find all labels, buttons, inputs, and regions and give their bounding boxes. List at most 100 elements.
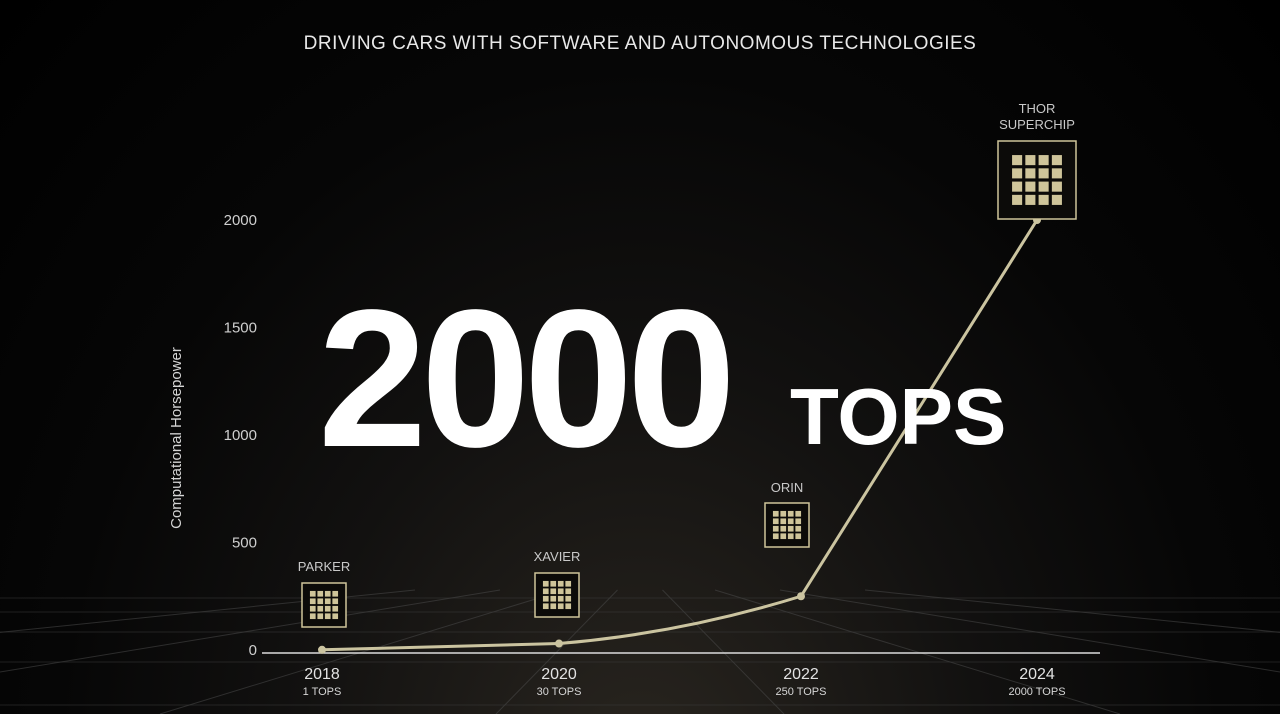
- chip-cell: [565, 603, 572, 610]
- chip-cell: [1051, 168, 1062, 179]
- chip-cell: [557, 580, 564, 587]
- chip-cell: [1025, 168, 1036, 179]
- chip-cell: [324, 590, 331, 597]
- chip-cell: [1012, 168, 1023, 179]
- chip-label: PARKER: [298, 559, 351, 574]
- data-point: [797, 592, 805, 601]
- chip-cell: [309, 590, 316, 597]
- chip-cell: [1038, 155, 1049, 166]
- x-axis: 2018 1 TOPS 2020 30 TOPS 2022 250 TOPS 2024 200…: [303, 666, 1066, 698]
- y-axis: 0 500 1000 1500 2000: [224, 212, 257, 659]
- slide-title: DRIVING CARS WITH SOFTWARE AND AUTONOMOU…: [303, 33, 977, 54]
- y-tick-label: 0: [249, 642, 257, 659]
- chip-label: XAVIER: [534, 549, 581, 564]
- chip-cell: [332, 590, 339, 597]
- chip-cell: [787, 510, 794, 517]
- chip-cell: [542, 595, 549, 602]
- chip-cell: [1051, 155, 1062, 166]
- y-tick-label: 1500: [224, 320, 257, 337]
- chip-cell: [1038, 168, 1049, 179]
- chip-cell: [1012, 155, 1023, 166]
- chip-cell: [317, 590, 324, 597]
- chip-cell: [1012, 181, 1023, 192]
- chip-cell: [550, 595, 557, 602]
- chip-cell: [795, 518, 802, 525]
- chip-cell: [1025, 194, 1036, 205]
- x-tick-label: 2018: [304, 666, 340, 683]
- y-axis-title: Computational Horsepower: [168, 347, 185, 529]
- chip-cell: [332, 605, 339, 612]
- chip-cell: [317, 605, 324, 612]
- chip-group: ORIN: [764, 480, 810, 548]
- chip-cell: [565, 588, 572, 595]
- chip-cell: [324, 613, 331, 620]
- chip-cell: [780, 510, 787, 517]
- x-tick-sublabel: 30 TOPS: [537, 686, 582, 698]
- chip-outline: [764, 502, 810, 548]
- floor-line: [159, 589, 566, 714]
- chip-cell: [787, 525, 794, 532]
- chip-group: PARKER: [298, 559, 351, 628]
- chip-cell: [1025, 181, 1036, 192]
- chip-cell: [780, 518, 787, 525]
- x-tick-label: 2024: [1019, 666, 1055, 683]
- chip-cell: [780, 525, 787, 532]
- chip-cell: [542, 580, 549, 587]
- x-tick-sublabel: 2000 TOPS: [1008, 686, 1065, 698]
- chip-cell: [772, 510, 779, 517]
- floor-line: [714, 589, 1121, 714]
- chip-cell: [1025, 155, 1036, 166]
- data-point: [318, 645, 326, 654]
- chip-cell: [1038, 194, 1049, 205]
- chip-outline: [534, 572, 580, 618]
- floor-line: [495, 589, 618, 714]
- chip-cell: [332, 613, 339, 620]
- chip-cell: [795, 525, 802, 532]
- floor-grid: [0, 589, 1280, 714]
- chip-cell: [1051, 181, 1062, 192]
- chip-icon: [534, 572, 580, 618]
- chip-cell: [324, 598, 331, 605]
- data-point: [555, 639, 563, 648]
- x-tick-label: 2020: [541, 666, 577, 683]
- headline-unit: TOPS: [790, 372, 1006, 461]
- chip-cell: [557, 588, 564, 595]
- floor-line: [0, 589, 501, 673]
- x-tick-sublabel: 1 TOPS: [303, 686, 342, 698]
- floor-line: [864, 589, 1280, 633]
- chip-label: ORIN: [771, 480, 804, 495]
- chip-cell: [787, 533, 794, 540]
- series-line: [321, 219, 1039, 652]
- chip-cell: [324, 605, 331, 612]
- chip-cell: [317, 613, 324, 620]
- chip-cell: [1038, 181, 1049, 192]
- y-tick-label: 500: [232, 535, 257, 552]
- chip-cell: [795, 533, 802, 540]
- chip-icon: [997, 140, 1077, 220]
- chip-cell: [332, 598, 339, 605]
- y-tick-label: 2000: [224, 212, 257, 229]
- chip-cell: [309, 605, 316, 612]
- floor-line: [662, 589, 785, 714]
- chip-outline: [997, 140, 1077, 220]
- chip-cell: [550, 588, 557, 595]
- headline-number: 2000: [318, 269, 730, 488]
- floor-line: [0, 589, 416, 633]
- chip-cell: [772, 525, 779, 532]
- chip-cell: [780, 533, 787, 540]
- chip-cell: [787, 518, 794, 525]
- chip-cell: [550, 580, 557, 587]
- chip-cell: [772, 533, 779, 540]
- chip-cell: [772, 518, 779, 525]
- chip-cell: [309, 613, 316, 620]
- chip-cell: [557, 603, 564, 610]
- y-tick-label: 1000: [224, 427, 257, 444]
- x-tick-sublabel: 250 TOPS: [776, 686, 827, 698]
- chip-cell: [795, 510, 802, 517]
- chip-outline: [301, 582, 347, 628]
- x-tick-label: 2022: [783, 666, 819, 683]
